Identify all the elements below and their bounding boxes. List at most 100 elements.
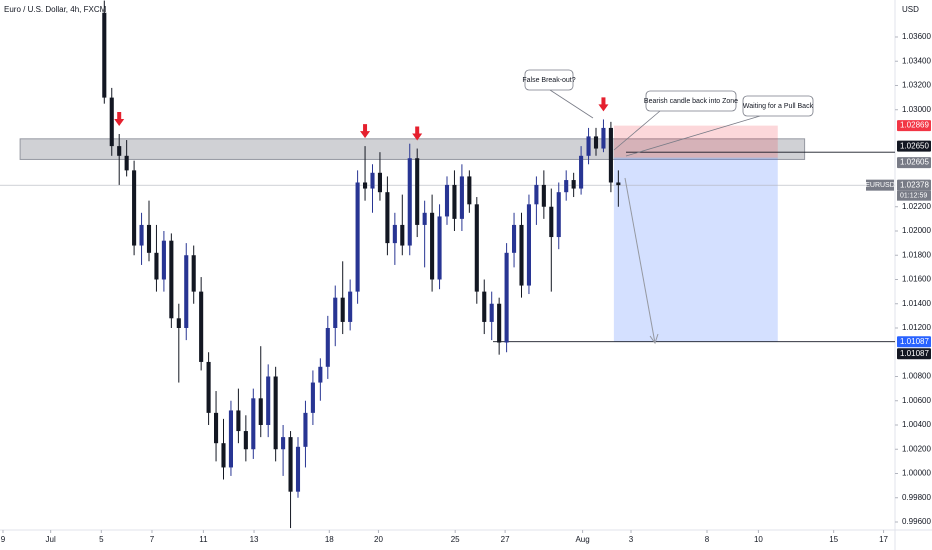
candle: [355, 170, 360, 304]
candle-body: [459, 176, 464, 219]
candle-body: [214, 412, 219, 444]
chart-title: Euro / U.S. Dollar, 4h, FXCM: [4, 5, 107, 14]
candle-body: [295, 446, 301, 492]
candle-body: [467, 176, 472, 205]
candle: [400, 194, 405, 256]
candle: [504, 243, 509, 353]
candle: [586, 127, 591, 165]
candle: [363, 146, 368, 201]
candle: [139, 212, 144, 265]
price-label: 1.02605: [900, 158, 929, 167]
x-tick-label: 17: [879, 535, 888, 544]
candle-body: [444, 184, 450, 217]
x-tick-label: 3: [629, 535, 634, 544]
candle-body: [132, 170, 137, 246]
candle-body: [504, 252, 509, 343]
x-tick-label: Jul: [46, 535, 56, 544]
candle-body: [161, 240, 166, 280]
candle-body: [422, 212, 427, 225]
candle-body: [564, 180, 569, 193]
candle-body: [273, 376, 278, 450]
candle-body: [415, 158, 420, 225]
candle: [452, 170, 457, 231]
candle-body: [243, 431, 248, 450]
candle: [593, 127, 599, 156]
candle-body: [437, 216, 442, 280]
x-tick-label: 20: [374, 535, 383, 544]
candle: [608, 121, 613, 193]
candle-body: [556, 192, 561, 238]
candle: [474, 197, 479, 304]
projection-arrow: [624, 177, 656, 344]
y-tick-label: 1.01800: [902, 250, 931, 259]
candle: [370, 164, 375, 213]
signal-arrow: [360, 124, 371, 139]
y-tick-label: 1.00400: [902, 420, 931, 429]
candle-body: [154, 252, 159, 280]
candle-body: [400, 224, 405, 246]
candle: [318, 358, 323, 401]
candle-body: [363, 182, 368, 189]
price-label-bg: [897, 348, 931, 360]
candle: [482, 279, 487, 335]
candle: [154, 224, 159, 292]
candle: [392, 212, 397, 265]
candle-body: [377, 172, 382, 193]
candle-body: [392, 224, 397, 244]
candle: [333, 285, 338, 347]
candle-body: [385, 192, 390, 244]
y-tick-label: 1.01400: [902, 299, 931, 308]
candle: [206, 352, 211, 425]
candle-body: [340, 297, 345, 322]
candle: [541, 170, 546, 219]
candle: [214, 391, 219, 462]
candle-body: [318, 366, 323, 383]
signal-arrow: [598, 97, 609, 112]
candle-body: [571, 180, 576, 189]
candle-body: [117, 146, 122, 156]
candle-body: [303, 412, 308, 447]
candle-body: [370, 172, 375, 189]
candle-body: [169, 240, 174, 319]
candle-body: [281, 437, 286, 450]
candle-body: [191, 255, 196, 292]
candle: [579, 146, 584, 195]
supply-zone: [19, 138, 806, 160]
candle: [407, 143, 412, 256]
candle: [169, 233, 174, 328]
callout-text: Bearish candle back into Zone: [644, 98, 738, 105]
candle-body: [348, 291, 353, 322]
price-label: 1.01087: [900, 337, 929, 346]
x-tick-label: Aug: [575, 535, 589, 544]
candle-body: [407, 158, 412, 246]
stop-area: [613, 125, 778, 158]
signal-arrow: [114, 111, 125, 126]
candle-body: [497, 303, 502, 343]
candle-body: [228, 410, 233, 468]
candle-body: [251, 398, 256, 450]
candle: [303, 400, 308, 468]
price-label: 1.02378: [900, 180, 929, 189]
candle: [459, 164, 464, 231]
candle-body: [512, 224, 517, 253]
candle-body: [593, 136, 599, 149]
candle-body: [258, 398, 263, 425]
y-tick-label: 1.02000: [902, 226, 931, 235]
callout-box: [742, 95, 814, 117]
y-tick-label: 1.00800: [902, 372, 931, 381]
candle-body: [355, 182, 360, 292]
y-tick-label: 1.00600: [902, 396, 931, 405]
candle: [281, 424, 286, 476]
candle: [288, 431, 293, 529]
candle-body: [519, 224, 524, 286]
candle-body: [310, 382, 315, 413]
x-tick-label: 25: [451, 535, 460, 544]
candle-body: [452, 184, 457, 219]
candle: [430, 194, 435, 292]
candle-body: [616, 182, 621, 186]
y-tick-label: 1.00000: [902, 469, 931, 478]
candle-body: [541, 184, 546, 207]
candle: [571, 172, 576, 198]
candle: [444, 176, 450, 225]
